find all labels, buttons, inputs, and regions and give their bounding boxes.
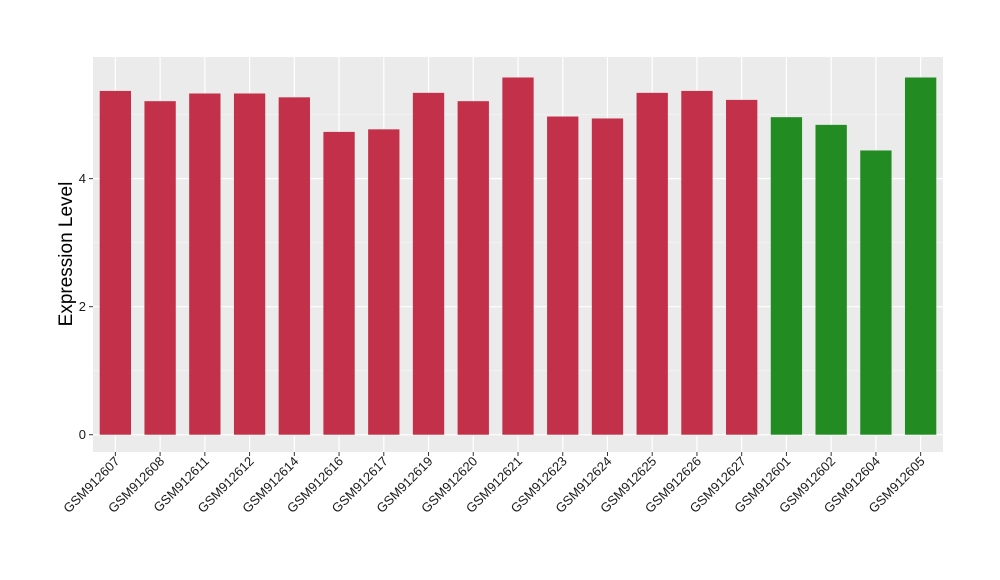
bar-GSM912620 [457, 101, 489, 435]
bar-GSM912625 [636, 92, 668, 435]
bar-GSM912616 [323, 131, 355, 435]
bar-GSM912614 [278, 97, 310, 435]
bar-GSM912607 [99, 90, 132, 435]
bar-GSM912601 [770, 117, 803, 435]
bar-GSM912602 [815, 124, 847, 435]
y-axis-title: Expression Level [56, 182, 77, 327]
bar-GSM912612 [233, 93, 266, 435]
y-axis: 0 2 4 [79, 171, 93, 442]
bar-GSM912623 [547, 116, 579, 435]
x-axis: GSM912607GSM912608GSM912611GSM912612GSM9… [60, 452, 928, 516]
y-tick-label: 0 [79, 427, 86, 442]
bar-GSM912624 [591, 118, 624, 435]
bar-GSM912604 [860, 150, 892, 435]
bar-GSM912626 [681, 90, 713, 435]
bar-GSM912627 [726, 99, 758, 435]
bar-GSM912611 [189, 93, 221, 435]
y-tick-label: 2 [79, 299, 86, 314]
bar-GSM912608 [144, 101, 176, 435]
bar-GSM912621 [502, 77, 534, 435]
bars [99, 77, 937, 435]
y-tick-label: 4 [79, 171, 86, 186]
bar-GSM912619 [412, 92, 445, 435]
bar-GSM912617 [368, 129, 400, 435]
bar-GSM912605 [904, 77, 937, 435]
